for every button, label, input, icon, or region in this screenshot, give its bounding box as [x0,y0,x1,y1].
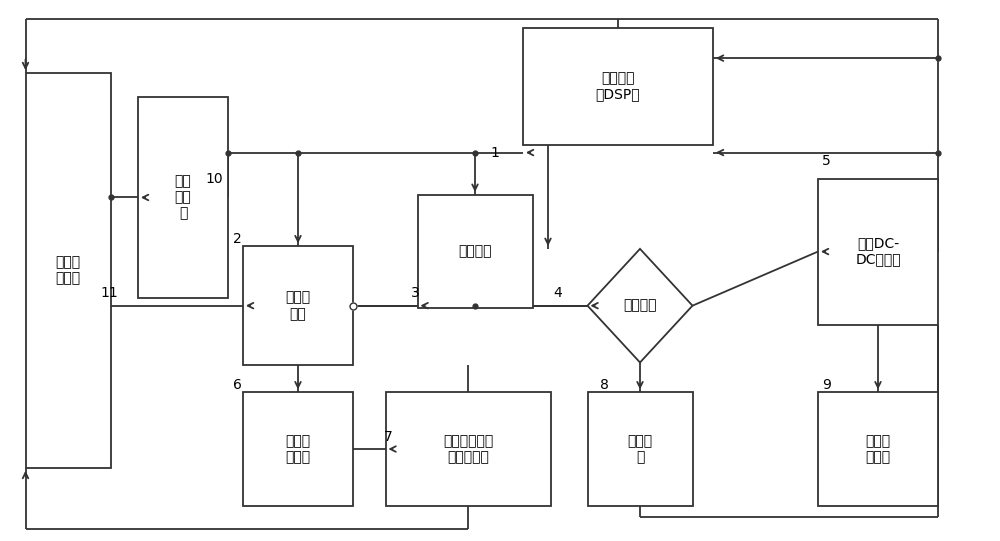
Text: 5: 5 [822,154,831,168]
Bar [243,246,353,365]
Bar [818,179,938,325]
Text: 3: 3 [411,286,420,300]
Text: 8: 8 [600,378,609,392]
Bar [818,392,938,506]
Text: 9: 9 [822,378,831,392]
Bar [386,392,550,506]
Text: 双向DC-
DC变换器: 双向DC- DC变换器 [855,236,901,267]
Bar [26,73,111,468]
Text: 1: 1 [490,146,499,160]
Bar [243,392,353,506]
Text: 整流逆
变器: 整流逆 变器 [285,291,311,321]
Text: 储能装置: 储能装置 [458,245,492,259]
Text: 7: 7 [384,430,393,444]
Text: 2: 2 [233,232,242,246]
Bar [588,392,692,506]
Text: 微处理器
（DSP）: 微处理器 （DSP） [596,71,640,102]
Text: 电流
传感
器: 电流 传感 器 [175,174,191,221]
Bar [523,29,713,145]
Text: 4: 4 [553,286,562,300]
Text: 11: 11 [100,286,118,300]
Text: 电源管
理电路: 电源管 理电路 [865,434,891,464]
Bar [418,195,532,308]
Text: 制动电路: 制动电路 [623,299,657,313]
Text: 压力波
传感器: 压力波 传感器 [55,255,81,286]
Bar [138,97,228,298]
Polygon shape [588,249,692,362]
Text: 6: 6 [233,378,242,392]
Text: 10: 10 [205,171,223,186]
Text: 自由活塞式斯
特林发动机: 自由活塞式斯 特林发动机 [443,434,493,464]
Text: 泄放电
路: 泄放电 路 [627,434,653,464]
Text: 单相直
线电机: 单相直 线电机 [285,434,311,464]
